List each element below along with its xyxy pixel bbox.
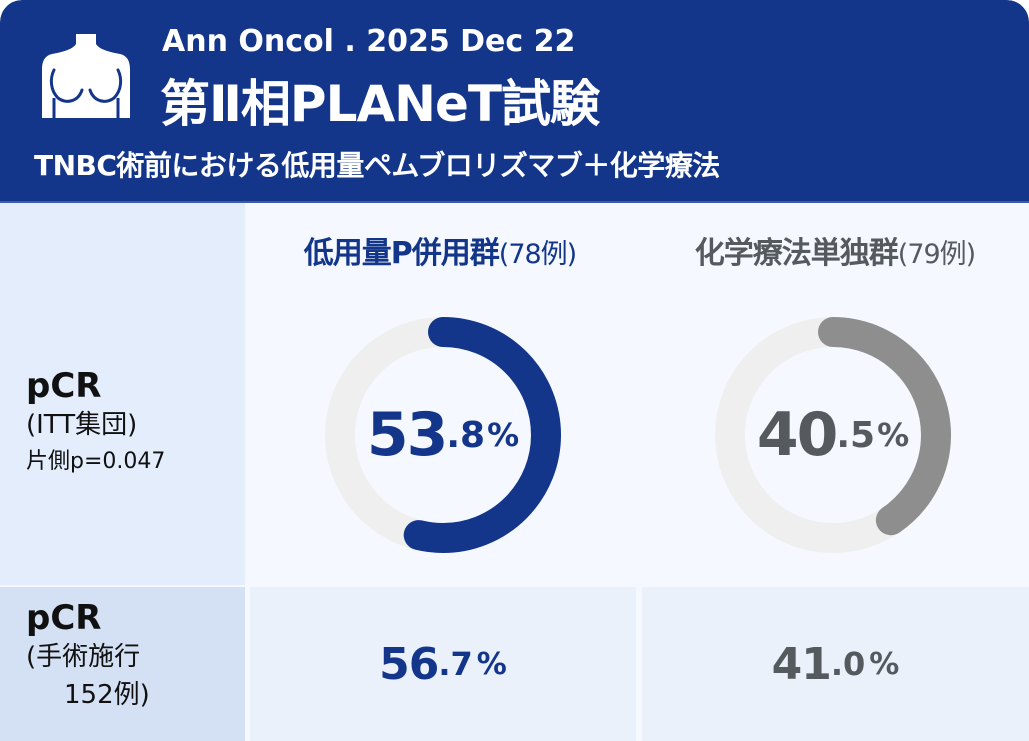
row-label-surgery: pCR (手術施行 152例) xyxy=(26,598,150,714)
row-label-surgery-sub2: 152例) xyxy=(64,680,150,710)
header-banner: Ann Oncol . 2025 Dec 22 第Ⅱ相PLANeT試験 TNBC… xyxy=(0,0,1029,203)
donut-arc xyxy=(715,317,951,553)
row-label-column xyxy=(0,203,245,585)
surgery-pcr-chemo-alone: 41.0% xyxy=(642,587,1029,741)
donut-value: 40.5% xyxy=(756,400,910,470)
group-name: 化学療法単独群 xyxy=(694,236,899,271)
row-label-column-bottom xyxy=(0,587,245,741)
row-label-itt-sub: (ITT集団) xyxy=(26,410,138,440)
breast-torso-icon xyxy=(42,34,130,118)
journal-citation: Ann Oncol . 2025 Dec 22 xyxy=(162,24,576,59)
donut-value: 53.8% xyxy=(366,400,520,470)
row-label-surgery-main: pCR xyxy=(26,598,102,638)
donut-chart-chemo-alone: 40.5% xyxy=(713,315,953,555)
donut-arc xyxy=(325,317,561,553)
group-header-chemo-alone: 化学療法単独群(79例) xyxy=(655,228,1015,272)
group-header-low-dose-p: 低用量P併用群(78例) xyxy=(270,228,610,272)
group-n: (79例) xyxy=(897,239,976,270)
donut-chart-low-dose-p: 53.8% xyxy=(323,315,563,555)
group-name: 低用量P併用群 xyxy=(303,236,500,271)
row-label-itt: pCR (ITT集団) 片側p=0.047 xyxy=(26,366,165,480)
row-label-surgery-sub1: (手術施行 xyxy=(26,642,141,672)
page-subtitle: TNBC術前における低用量ペムブロリズマブ＋化学療法 xyxy=(34,149,720,182)
p-value: 片側p=0.047 xyxy=(26,449,166,474)
row-label-itt-main: pCR xyxy=(26,366,102,406)
page-title: 第Ⅱ相PLANeT試験 xyxy=(160,75,600,133)
surgery-pcr-low-dose-p: 56.7% xyxy=(250,587,636,741)
group-n: (78例) xyxy=(498,239,577,270)
